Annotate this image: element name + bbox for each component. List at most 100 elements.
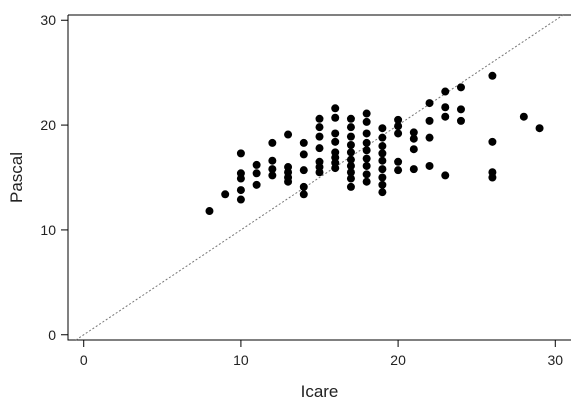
data-point	[362, 161, 371, 170]
data-point	[409, 165, 418, 174]
data-point	[378, 156, 387, 165]
data-point	[425, 133, 434, 142]
data-point	[362, 154, 371, 163]
data-point	[378, 133, 387, 142]
data-point	[456, 116, 465, 125]
data-point	[252, 160, 261, 169]
data-point	[378, 180, 387, 189]
data-point	[315, 132, 324, 141]
data-point	[205, 207, 214, 216]
data-point	[409, 128, 418, 137]
data-point	[362, 117, 371, 126]
data-point	[394, 122, 403, 131]
x-axis-title: Icare	[301, 382, 339, 401]
data-point	[378, 149, 387, 158]
data-point	[299, 150, 308, 159]
x-axis-ticks: 0 10 20 30	[80, 340, 563, 368]
data-point	[268, 165, 277, 174]
data-point	[378, 173, 387, 182]
data-point	[346, 174, 355, 183]
data-point	[346, 182, 355, 191]
x-tick-label: 30	[547, 352, 563, 368]
data-point	[331, 113, 340, 122]
data-point	[441, 87, 450, 96]
y-tick-label: 10	[40, 222, 56, 238]
data-point	[236, 195, 245, 204]
data-point	[346, 148, 355, 157]
y-tick-label: 20	[40, 117, 56, 133]
data-point	[331, 129, 340, 138]
y-tick-label: 0	[48, 327, 56, 343]
x-tick-label: 20	[390, 352, 406, 368]
data-point	[362, 109, 371, 118]
data-point	[268, 138, 277, 147]
data-point	[362, 146, 371, 155]
data-point	[221, 190, 230, 199]
data-point	[425, 161, 434, 170]
data-point	[425, 116, 434, 125]
data-point	[315, 123, 324, 132]
data-point	[346, 132, 355, 141]
data-point	[346, 155, 355, 164]
data-point	[315, 114, 324, 123]
data-point	[409, 134, 418, 143]
data-point	[362, 138, 371, 147]
data-points	[205, 71, 544, 216]
data-point	[441, 171, 450, 180]
data-point	[456, 105, 465, 114]
data-point	[488, 71, 497, 80]
data-point	[236, 174, 245, 183]
data-point	[284, 130, 293, 139]
data-point	[284, 177, 293, 186]
data-point	[362, 177, 371, 186]
data-point	[441, 112, 450, 121]
data-point	[268, 156, 277, 165]
data-point	[252, 180, 261, 189]
plot-border	[67, 14, 571, 341]
data-point	[331, 137, 340, 146]
data-point	[362, 129, 371, 138]
data-point	[346, 141, 355, 149]
data-point	[409, 145, 418, 154]
data-point	[315, 168, 324, 177]
data-point	[268, 171, 277, 180]
data-point	[394, 166, 403, 175]
y-axis-ticks: 0 10 20 30	[40, 12, 68, 343]
data-point	[346, 168, 355, 177]
data-point	[252, 169, 261, 178]
data-point	[425, 99, 434, 108]
x-tick-label: 10	[233, 352, 249, 368]
data-point	[456, 83, 465, 92]
identity-reference-line	[75, 14, 564, 341]
data-point	[378, 124, 387, 133]
data-point	[394, 115, 403, 124]
data-point	[535, 124, 544, 133]
data-point	[346, 161, 355, 170]
data-point	[299, 166, 308, 175]
data-point	[299, 182, 308, 191]
data-point	[315, 144, 324, 153]
data-point	[394, 157, 403, 166]
plot-frame	[67, 14, 571, 341]
data-point	[236, 186, 245, 195]
data-point	[378, 142, 387, 151]
data-point	[346, 114, 355, 123]
x-tick-label: 0	[80, 352, 88, 368]
data-point	[378, 165, 387, 174]
data-point	[362, 170, 371, 179]
data-point	[236, 149, 245, 158]
data-point	[331, 104, 340, 113]
data-point	[346, 123, 355, 132]
data-point	[331, 164, 340, 173]
data-point	[441, 103, 450, 112]
reference-line-layer	[75, 14, 564, 341]
data-point	[378, 188, 387, 197]
data-point	[488, 137, 497, 146]
data-point	[394, 129, 403, 138]
data-point	[299, 190, 308, 199]
y-tick-label: 30	[40, 12, 56, 28]
y-axis-title: Pascal	[7, 152, 26, 203]
data-point	[519, 112, 528, 121]
data-point	[299, 138, 308, 147]
